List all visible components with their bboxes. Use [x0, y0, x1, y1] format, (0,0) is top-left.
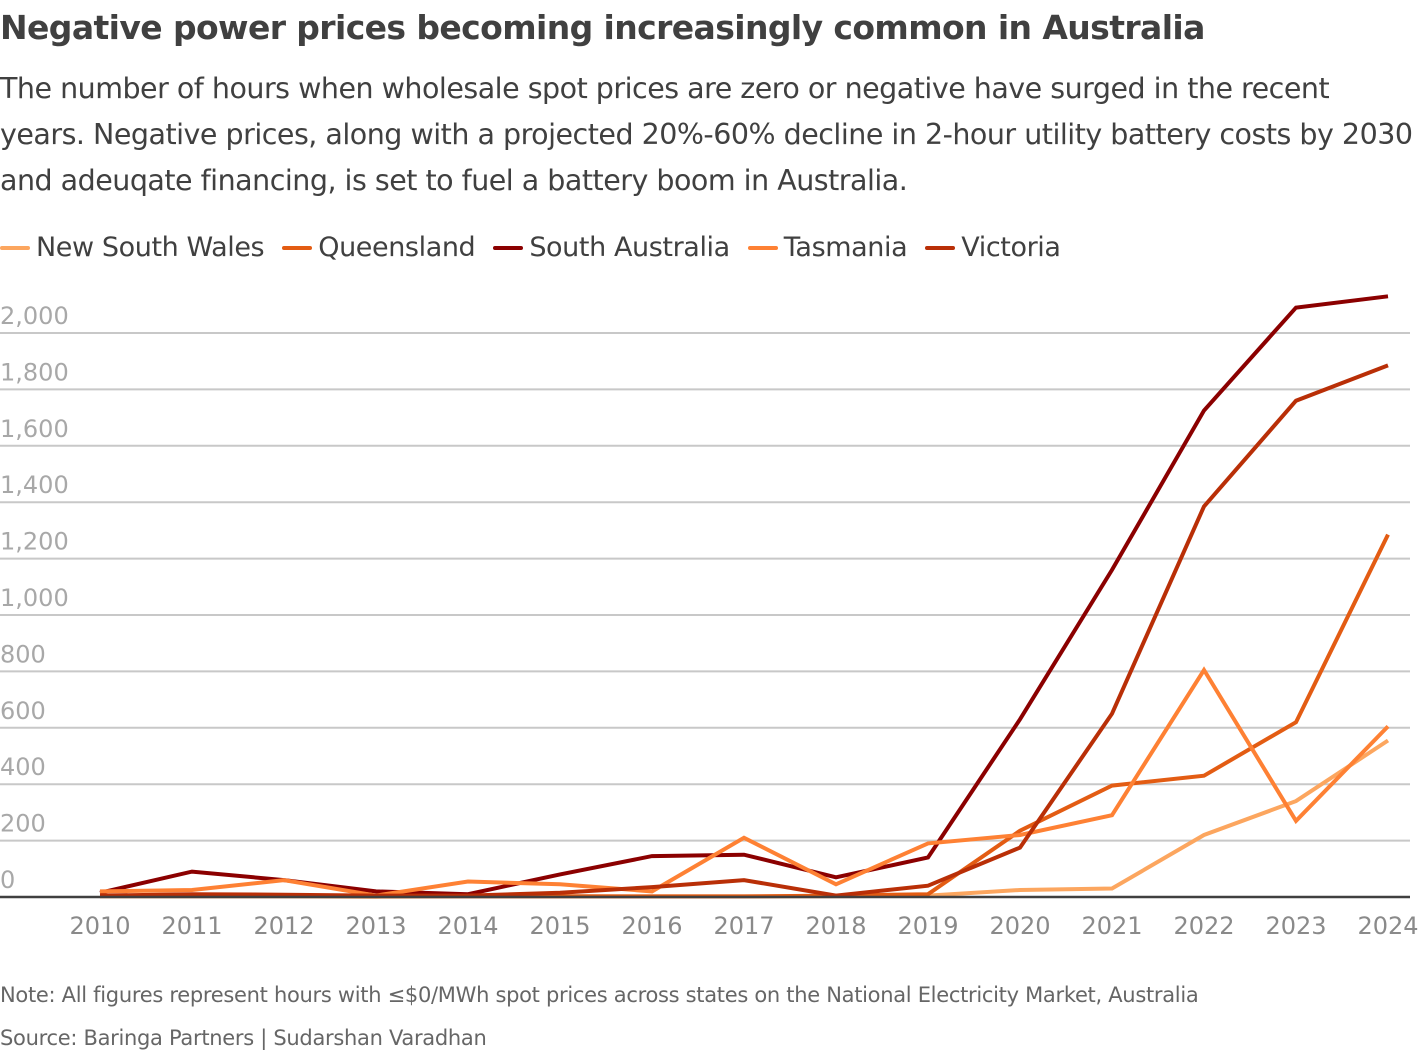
legend-swatch	[0, 245, 30, 250]
legend-swatch	[747, 245, 778, 250]
legend-item-queensland: Queensland	[282, 232, 476, 263]
x-tick-label: 2013	[345, 912, 406, 940]
x-tick-label: 2010	[69, 912, 130, 940]
y-tick-label: 1,200	[0, 528, 69, 556]
legend-label: Tasmania	[783, 232, 908, 263]
x-tick-label: 2014	[437, 912, 498, 940]
chart-note: Note: All figures represent hours with ≤…	[0, 983, 1199, 1007]
legend-swatch	[925, 245, 956, 250]
legend-item-new-south-wales: New South Wales	[0, 232, 265, 263]
x-tick-label: 2022	[1173, 912, 1234, 940]
series-lines	[99, 294, 1390, 899]
series-line-tasmania	[99, 666, 1390, 898]
gridlines	[0, 332, 1410, 842]
x-tick-label: 2011	[161, 912, 222, 940]
x-tick-label: 2019	[897, 912, 958, 940]
legend-swatch	[493, 245, 524, 250]
x-tick-label: 2024	[1357, 912, 1418, 940]
chart-source: Source: Baringa Partners | Sudarshan Var…	[0, 1026, 487, 1050]
line-chart: 0 200 400 600 800 1,000 1,200 1,400 1,600 1,800 2,…	[0, 294, 1419, 940]
legend-label: New South Wales	[36, 232, 265, 263]
chart-title: Negative power prices becoming increasin…	[0, 8, 1205, 47]
x-tick-label: 2018	[805, 912, 866, 940]
legend-item-south-australia: South Australia	[493, 232, 730, 263]
legend-label: Queensland	[318, 232, 476, 263]
y-tick-label: 2,000	[0, 302, 69, 330]
legend-item-victoria: Victoria	[925, 232, 1061, 263]
y-tick-label: 1,000	[0, 584, 69, 612]
chart-legend: New South Wales Queensland South Austral…	[0, 232, 1079, 263]
x-tick-label: 2021	[1081, 912, 1142, 940]
x-tick-label: 2017	[713, 912, 774, 940]
x-tick-label: 2023	[1265, 912, 1326, 940]
x-tick-label: 2015	[529, 912, 590, 940]
x-tick-label: 2012	[253, 912, 314, 940]
y-tick-label: 200	[0, 810, 46, 838]
legend-label: Victoria	[961, 232, 1061, 263]
y-tick-label: 600	[0, 697, 46, 725]
legend-swatch	[282, 245, 313, 250]
y-tick-label: 1,400	[0, 471, 69, 499]
x-axis-ticks: 2010 2011 2012 2013 2014 2015 2016 2017 2018 2019…	[69, 912, 1418, 940]
series-line-new-south-wales	[100, 738, 1390, 899]
series-line-victoria	[99, 363, 1389, 898]
y-tick-label: 400	[0, 753, 46, 781]
x-tick-label: 2016	[621, 912, 682, 940]
y-tick-label: 0	[0, 866, 15, 894]
y-axis-ticks: 0 200 400 600 800 1,000 1,200 1,400 1,600 1,800 2,…	[0, 302, 69, 894]
legend-item-tasmania: Tasmania	[747, 232, 908, 263]
x-tick-label: 2020	[989, 912, 1050, 940]
y-tick-label: 1,800	[0, 358, 69, 386]
y-tick-label: 1,600	[0, 415, 69, 443]
legend-label: South Australia	[529, 232, 730, 263]
series-line-south-australia	[99, 294, 1389, 897]
y-tick-label: 800	[0, 640, 46, 668]
chart-subtitle: The number of hours when wholesale spot …	[0, 72, 1413, 197]
